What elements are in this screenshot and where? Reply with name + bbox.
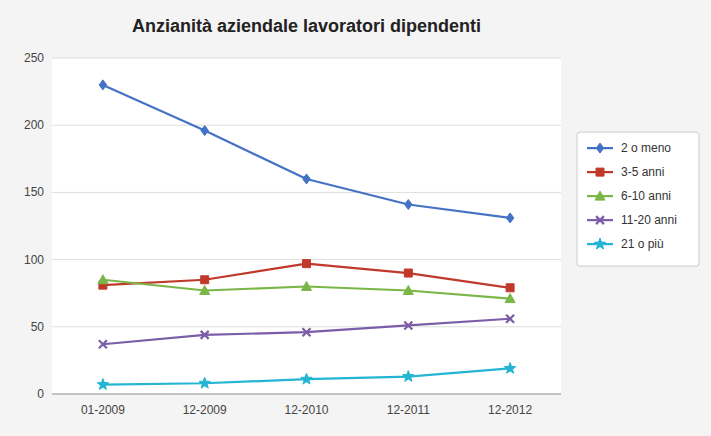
data-point bbox=[302, 281, 312, 290]
y-tick-label: 100 bbox=[24, 253, 44, 267]
data-point bbox=[301, 373, 312, 384]
data-point bbox=[506, 213, 513, 223]
x-tick-label: 12-2009 bbox=[183, 403, 227, 417]
data-point bbox=[201, 331, 209, 339]
data-point bbox=[99, 340, 107, 348]
legend-label: 11-20 anni bbox=[621, 213, 677, 227]
y-tick-label: 150 bbox=[24, 185, 44, 199]
data-point bbox=[403, 286, 413, 295]
legend-label: 6-10 anni bbox=[621, 189, 671, 203]
grid-line bbox=[52, 192, 561, 193]
x-tick-label: 12-2012 bbox=[488, 403, 532, 417]
data-point bbox=[504, 362, 515, 373]
data-point bbox=[303, 260, 311, 268]
background bbox=[0, 0, 711, 436]
legend-frame bbox=[577, 132, 699, 266]
y-tick-label: 250 bbox=[24, 51, 44, 65]
y-tick-label: 200 bbox=[24, 118, 44, 132]
data-point bbox=[99, 80, 107, 90]
data-point bbox=[303, 174, 311, 184]
data-point bbox=[405, 199, 413, 209]
series-line bbox=[103, 319, 510, 345]
legend-marker bbox=[596, 143, 604, 153]
legend-marker bbox=[595, 191, 605, 200]
legend: 2 o meno 3-5 anni 6-10 anni 11-20 anni 21 o … bbox=[577, 132, 699, 266]
legend-marker bbox=[596, 216, 604, 224]
series-line bbox=[103, 280, 510, 299]
chart: 0 50 100 150 200 250 01-2009 12-2009 12-2010 12-2… bbox=[0, 0, 711, 436]
series-line bbox=[103, 368, 510, 384]
data-point bbox=[97, 379, 108, 390]
data-point bbox=[506, 315, 514, 323]
plot-area bbox=[52, 58, 561, 394]
legend-label: 21 o più bbox=[621, 237, 664, 251]
y-tick-label: 0 bbox=[37, 387, 44, 401]
grid-line bbox=[52, 394, 561, 395]
plot-group bbox=[97, 80, 516, 390]
grid-line bbox=[52, 125, 561, 126]
data-point bbox=[201, 276, 209, 284]
data-point bbox=[199, 377, 210, 388]
data-point bbox=[403, 371, 414, 382]
legend-marker bbox=[596, 168, 604, 176]
title: Anzianità aziendale lavoratori dipendent… bbox=[132, 16, 481, 36]
data-point bbox=[201, 126, 209, 136]
grid-line bbox=[52, 58, 561, 59]
grid-line bbox=[52, 326, 561, 327]
x-axis-line bbox=[52, 394, 561, 395]
series-line bbox=[103, 85, 510, 218]
data-point bbox=[98, 275, 108, 284]
x-tick-label: 01-2009 bbox=[81, 403, 125, 417]
data-point bbox=[404, 321, 412, 329]
y-tick-label: 50 bbox=[31, 320, 45, 334]
x-tick-label: 12-2010 bbox=[284, 403, 328, 417]
data-point bbox=[404, 269, 412, 277]
legend-marker bbox=[594, 238, 605, 249]
data-point bbox=[505, 294, 515, 303]
data-point bbox=[200, 286, 210, 295]
data-point bbox=[303, 328, 311, 336]
x-tick-label: 12-2011 bbox=[387, 403, 430, 417]
legend-label: 2 o meno bbox=[621, 141, 671, 155]
data-point bbox=[506, 284, 514, 292]
legend-label: 3-5 anni bbox=[621, 165, 664, 179]
